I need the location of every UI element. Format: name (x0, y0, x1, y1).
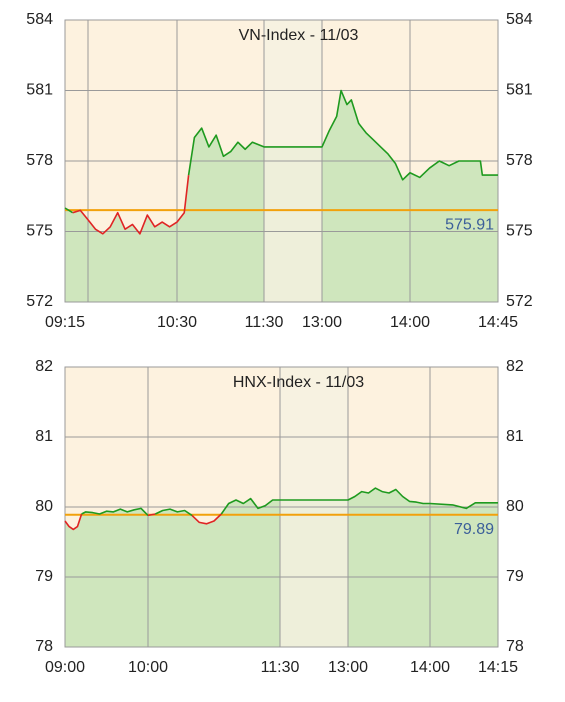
price-line (72, 175, 190, 235)
price-line (220, 487, 498, 515)
y-tick-label: 584 (26, 11, 53, 28)
y-tick-label: 81 (35, 428, 53, 445)
y-tick-label: 572 (26, 293, 53, 310)
price-line (64, 513, 83, 531)
y-tick-label-right: 584 (506, 11, 533, 28)
reference-label: 79.89 (454, 521, 494, 538)
x-tick-label: 13:00 (302, 314, 342, 331)
x-tick-label: 11:30 (261, 659, 300, 676)
price-line (187, 89, 498, 181)
y-tick-label: 80 (35, 498, 53, 515)
reference-label: 575.91 (445, 216, 494, 233)
y-tick-label-right: 572 (506, 293, 533, 310)
price-line (81, 507, 149, 516)
y-tick-label: 575 (26, 223, 53, 240)
y-tick-label-right: 80 (506, 498, 524, 515)
y-tick-label: 78 (35, 638, 53, 655)
y-tick-label-right: 578 (506, 152, 533, 169)
x-tick-label: 14:00 (390, 314, 430, 331)
y-tick-label: 578 (26, 152, 53, 169)
y-tick-label-right: 79 (506, 568, 524, 585)
price-line (147, 513, 156, 517)
x-tick-label: 14:15 (478, 659, 518, 676)
plot-border (64, 19, 499, 303)
x-tick-label: 11:30 (245, 314, 284, 331)
chart-title: VN-Index - 11/03 (239, 27, 359, 44)
x-tick-label: 09:15 (45, 314, 85, 331)
x-tick-label: 14:00 (410, 659, 450, 676)
y-tick-label-right: 81 (506, 428, 524, 445)
price-line (64, 207, 74, 214)
y-tick-label-right: 581 (506, 82, 533, 99)
x-tick-label: 14:45 (478, 314, 518, 331)
x-tick-label: 13:00 (328, 659, 368, 676)
x-tick-label: 09:00 (45, 659, 85, 676)
y-tick-label: 581 (26, 82, 53, 99)
y-tick-label: 79 (35, 568, 53, 585)
y-tick-label-right: 78 (506, 638, 524, 655)
y-tick-label-right: 575 (506, 223, 533, 240)
y-tick-label: 82 (35, 358, 53, 375)
y-tick-label-right: 82 (506, 358, 524, 375)
price-line (191, 513, 222, 525)
chart-title: HNX-Index - 11/03 (233, 374, 364, 391)
x-tick-label: 10:30 (157, 314, 197, 331)
plot-border (64, 366, 499, 648)
x-tick-label: 10:00 (128, 659, 168, 676)
price-line (154, 508, 193, 517)
